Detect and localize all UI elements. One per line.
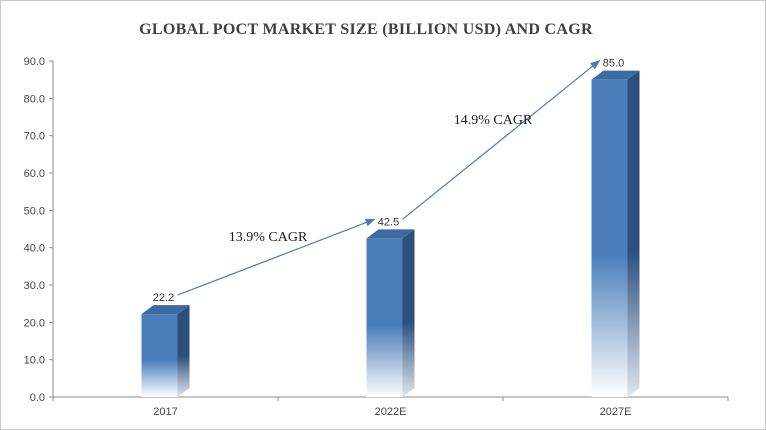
bar bbox=[366, 238, 403, 397]
x-tick-label: 2027E bbox=[600, 406, 632, 418]
x-tick-label: 2022E bbox=[375, 406, 407, 418]
y-tick-label: 80.0 bbox=[24, 93, 45, 105]
bar-side-face bbox=[177, 305, 190, 397]
bar-top-face bbox=[366, 229, 415, 239]
chart-title: GLOBAL POCT MARKET SIZE (BILLION USD) AN… bbox=[139, 21, 593, 38]
bar bbox=[591, 79, 628, 398]
y-tick-label: 90.0 bbox=[24, 56, 45, 68]
x-tick-label: 2017 bbox=[153, 406, 177, 418]
cagr-arrow bbox=[177, 218, 376, 296]
y-tick-label: 70.0 bbox=[24, 131, 45, 143]
bar-top-face bbox=[141, 305, 190, 315]
bar bbox=[141, 314, 178, 397]
y-tick-label: 10.0 bbox=[24, 355, 45, 367]
cagr-arrow bbox=[402, 60, 601, 220]
y-tick-label: 40.0 bbox=[24, 243, 45, 255]
data-label: 42.5 bbox=[378, 216, 399, 228]
data-label: 85.0 bbox=[603, 58, 624, 70]
y-tick-label: 60.0 bbox=[24, 168, 45, 180]
bar-side-face bbox=[402, 229, 415, 397]
cagr-label: 13.9% CAGR bbox=[229, 230, 308, 245]
y-tick-label: 50.0 bbox=[24, 205, 45, 217]
cagr-label: 14.9% CAGR bbox=[454, 113, 533, 128]
y-tick-label: 20.0 bbox=[24, 317, 45, 329]
bar-side-face bbox=[627, 70, 640, 398]
y-tick-label: 30.0 bbox=[24, 280, 45, 292]
data-label: 22.2 bbox=[153, 292, 174, 304]
y-tick-label: 0.0 bbox=[30, 392, 45, 404]
bar-top-face bbox=[591, 70, 640, 80]
